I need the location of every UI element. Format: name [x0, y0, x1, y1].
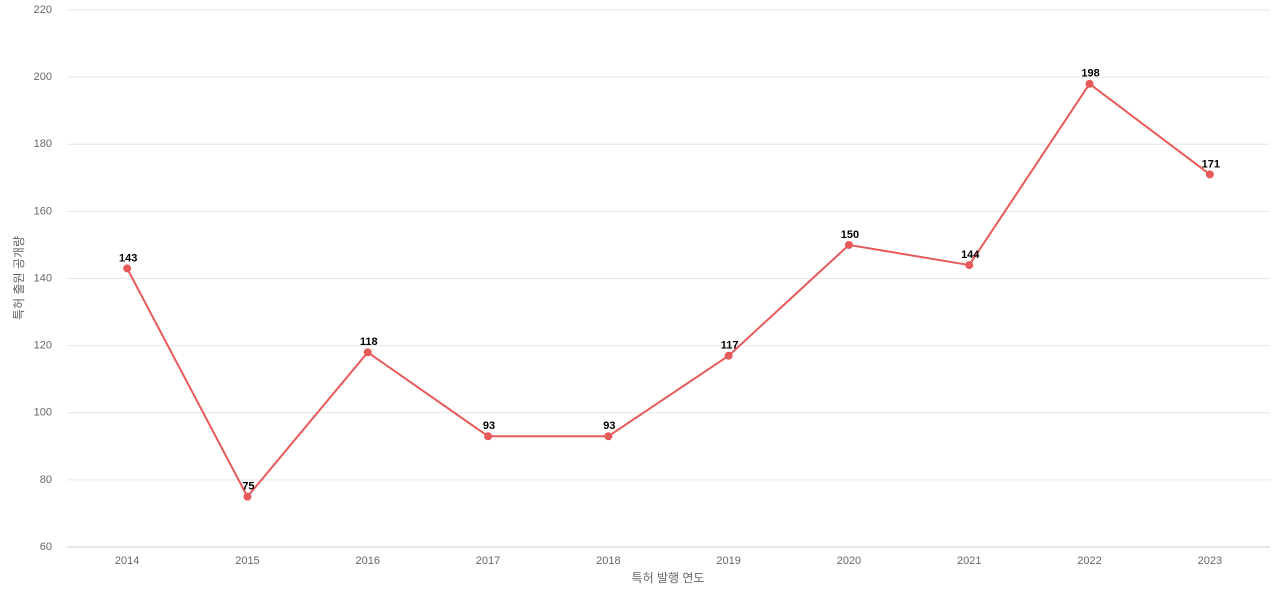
- y-tick-label: 100: [34, 407, 52, 419]
- x-tick-label: 2022: [1077, 555, 1101, 567]
- data-label: 150: [841, 229, 859, 241]
- y-tick-label: 220: [34, 4, 52, 16]
- y-axis-label: 특허 출원 공개량: [12, 236, 26, 320]
- y-tick-label: 140: [34, 272, 52, 284]
- data-label: 198: [1081, 68, 1099, 80]
- data-label: 171: [1202, 158, 1220, 170]
- point: [1085, 79, 1094, 88]
- point: [484, 432, 493, 441]
- data-label: 75: [242, 481, 254, 493]
- point: [243, 492, 252, 501]
- x-tick-label: 2014: [115, 555, 139, 567]
- data-label: 118: [360, 336, 378, 348]
- data-label: 117: [721, 340, 739, 352]
- line: [126, 82, 1211, 499]
- x-tick-label: 2020: [837, 555, 861, 567]
- y-tick-label: 120: [34, 340, 52, 352]
- data-label: 143: [119, 252, 137, 264]
- x-tick-label: 2019: [716, 555, 740, 567]
- data-label: 93: [483, 420, 495, 432]
- x-tick-label: 2016: [356, 555, 380, 567]
- data-label: 144: [961, 249, 980, 261]
- x-axis-label: 특허 발행 연도: [632, 570, 705, 585]
- y-tick-label: 160: [34, 205, 52, 217]
- x-tick-label: 2023: [1198, 555, 1222, 567]
- point: [604, 432, 613, 441]
- x-tick-label: 2021: [957, 555, 981, 567]
- y-tick-label: 200: [34, 71, 52, 83]
- point: [1205, 170, 1214, 179]
- y-tick-label: 80: [40, 474, 52, 486]
- x-tick-label: 2018: [596, 555, 620, 567]
- point: [363, 348, 372, 357]
- point: [123, 264, 132, 273]
- point: [844, 240, 853, 249]
- x-tick-label: 2015: [235, 555, 259, 567]
- point: [724, 351, 733, 360]
- y-tick-label: 60: [40, 541, 52, 553]
- data-label: 93: [603, 420, 615, 432]
- x-tick-label: 2017: [476, 555, 500, 567]
- y-tick-label: 180: [34, 138, 52, 150]
- point: [965, 261, 974, 270]
